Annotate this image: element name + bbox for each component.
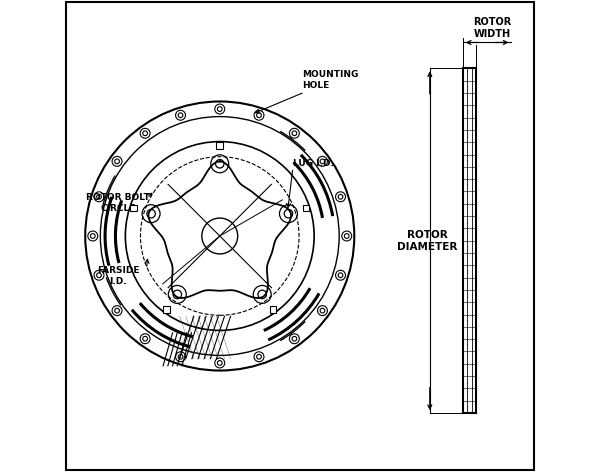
Bar (270, 306, 277, 312)
Bar (217, 142, 223, 149)
Bar (130, 205, 137, 211)
Bar (163, 306, 170, 312)
Text: ROTOR
WIDTH: ROTOR WIDTH (473, 17, 512, 39)
Bar (302, 205, 309, 211)
Text: MOUNTING
HOLE: MOUNTING HOLE (302, 70, 359, 90)
Text: LUG I.D.: LUG I.D. (293, 159, 334, 168)
Text: ROTOR
DIAMETER: ROTOR DIAMETER (397, 230, 458, 252)
Text: ROTOR BOLT
CIRCLE: ROTOR BOLT CIRCLE (86, 193, 150, 213)
Text: FARSIDE
I.D.: FARSIDE I.D. (97, 266, 140, 286)
